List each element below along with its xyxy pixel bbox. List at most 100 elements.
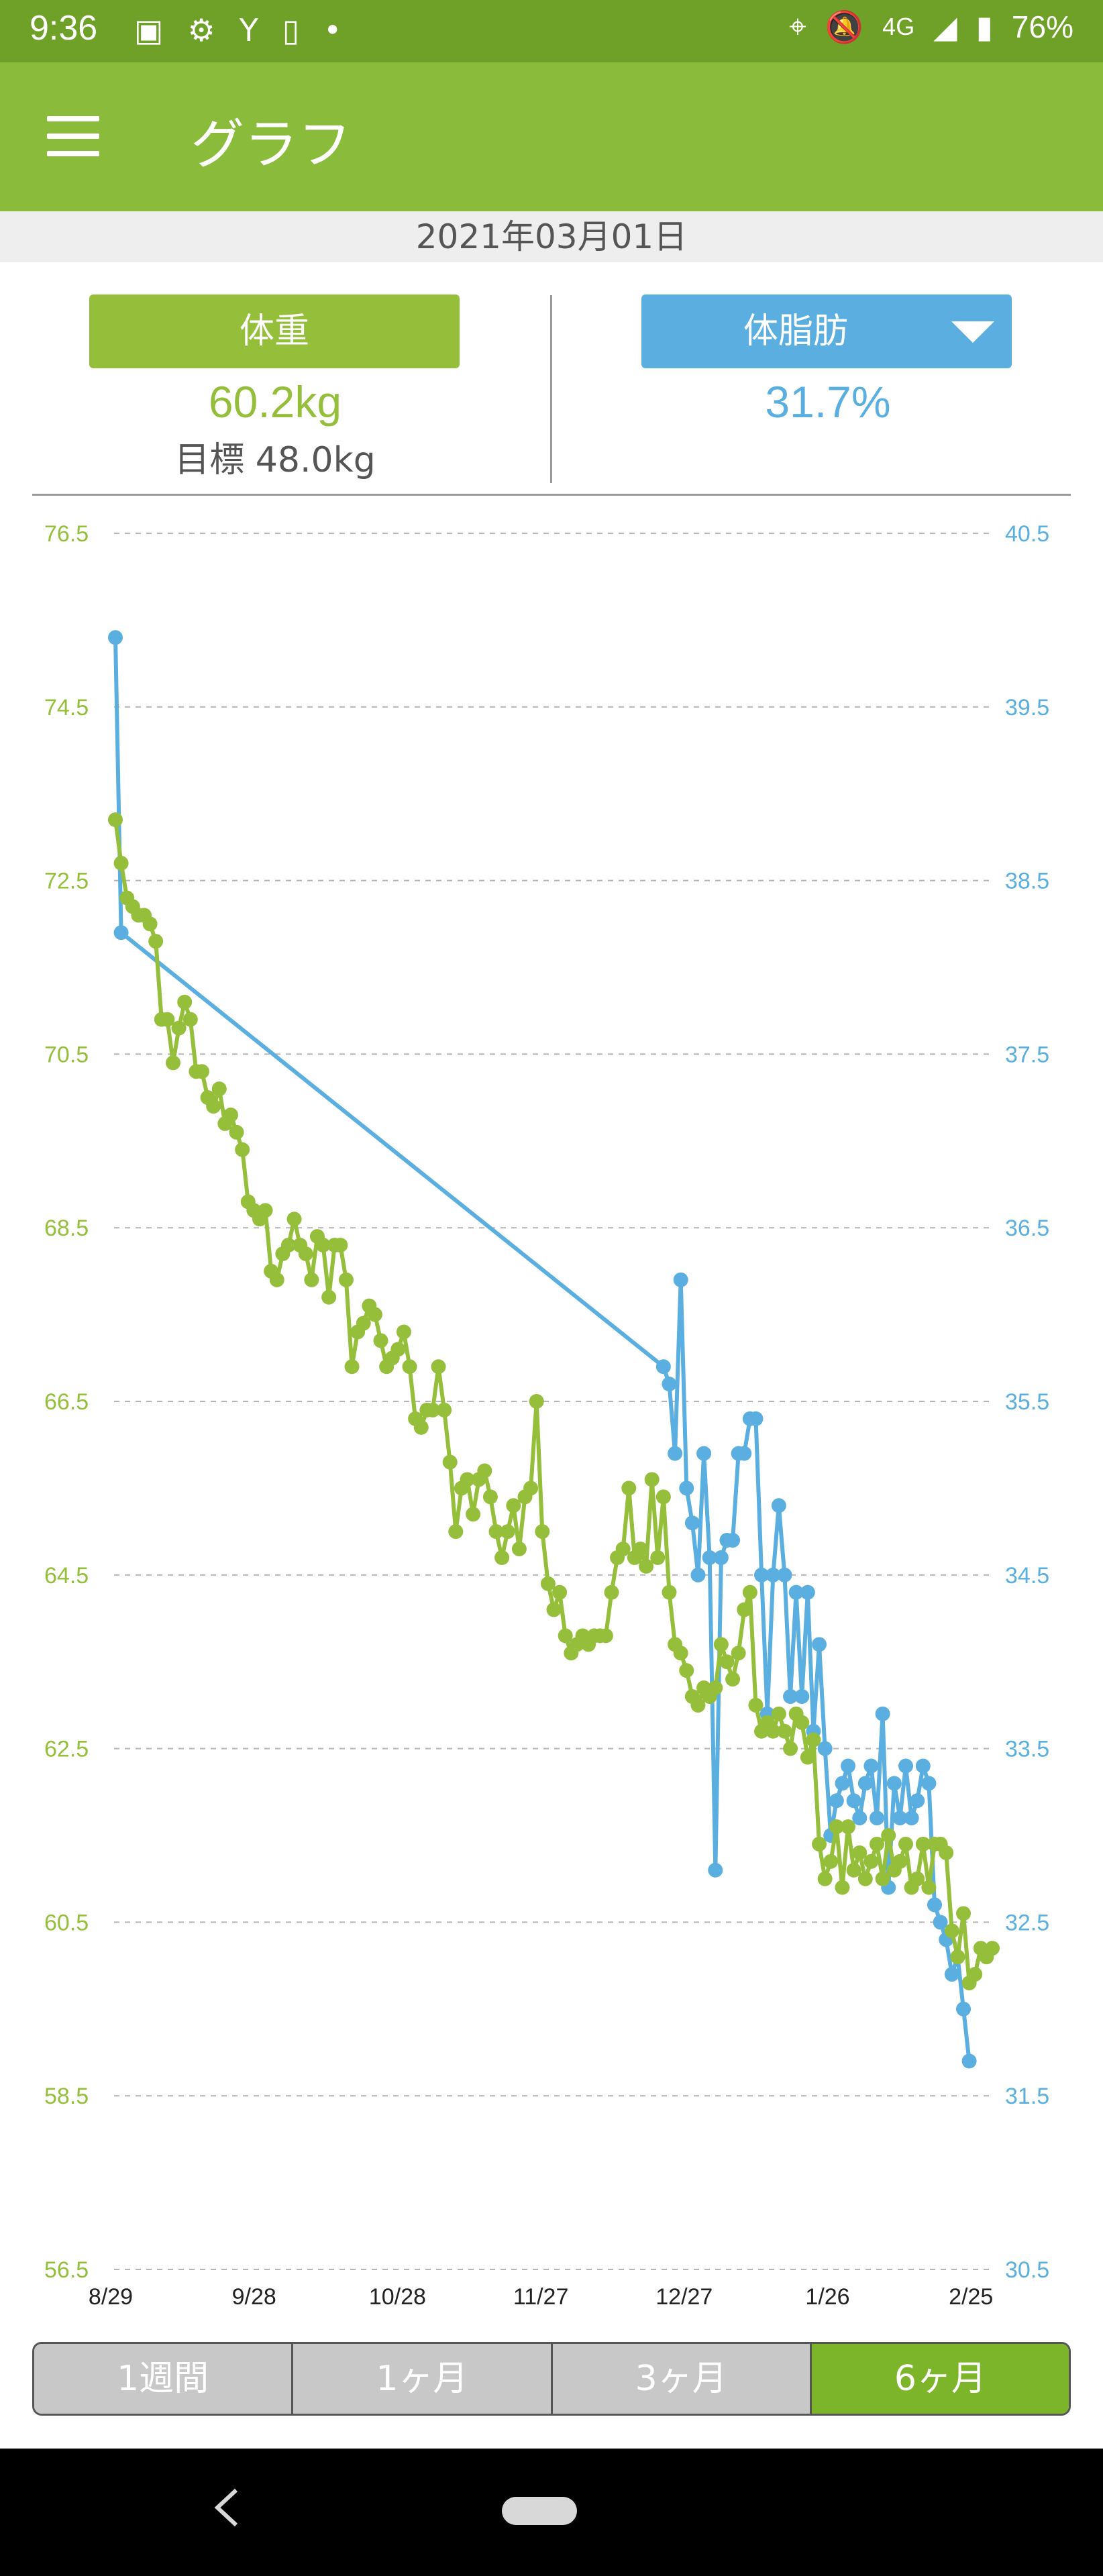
weight-button[interactable]: 体重	[89, 294, 460, 368]
bodyfat-point	[956, 2001, 971, 2017]
bodyfat-point	[690, 1567, 706, 1582]
weight-point	[771, 1706, 786, 1721]
settings-icon: ⚙	[187, 12, 215, 48]
bodyfat-point	[915, 1758, 931, 1774]
weight-point	[177, 994, 193, 1010]
bodyfat-point	[702, 1550, 717, 1565]
weight-point	[863, 1854, 879, 1869]
mute-icon: 🔕	[825, 9, 864, 44]
weight-point	[546, 1602, 562, 1617]
left-axis-tick-label: 66.5	[44, 1389, 89, 1415]
weight-point	[258, 1203, 273, 1218]
weight-point	[777, 1723, 792, 1739]
tab-3-months[interactable]: 3ヶ月	[552, 2344, 812, 2414]
weight-point	[482, 1489, 498, 1505]
home-icon[interactable]	[502, 2497, 577, 2525]
x-axis-tick-label: 2/25	[949, 2284, 993, 2310]
weight-point	[708, 1680, 723, 1696]
weight-point	[344, 1359, 360, 1375]
tab-1-month[interactable]: 1ヶ月	[293, 2344, 553, 2414]
image-icon: ▣	[134, 12, 164, 48]
weight-point	[315, 1238, 331, 1253]
back-icon[interactable]	[213, 2487, 240, 2528]
bodyfat-point	[662, 1377, 677, 1392]
weight-point	[367, 1307, 382, 1322]
right-axis-tick-label: 39.5	[1005, 695, 1049, 720]
weight-point	[269, 1272, 284, 1287]
bodyfat-dropdown[interactable]: 体脂肪	[641, 294, 1012, 368]
weight-point	[425, 1402, 440, 1417]
bodyfat-point	[898, 1758, 914, 1774]
weight-point	[402, 1359, 417, 1375]
weight-point	[794, 1715, 810, 1730]
page-title: グラフ	[191, 113, 352, 176]
battery-icon: ▮	[976, 9, 993, 44]
bodyfat-point	[113, 925, 129, 941]
bodyfat-point	[875, 1706, 890, 1721]
bodyfat-point	[921, 1776, 937, 1791]
weight-point	[823, 1854, 839, 1869]
weight-point	[944, 1923, 959, 1939]
menu-icon[interactable]	[47, 116, 99, 156]
weight-point	[967, 1967, 983, 1982]
weight-point	[333, 1238, 348, 1253]
weight-bodyfat-chart: 76.5 40.5 74.5 39.5 72.5 38.5 70.5 37.5 68.5 36.5…	[44, 521, 1049, 2310]
weight-point	[506, 1498, 521, 1513]
weight-point	[812, 1836, 827, 1851]
bodyfat-point	[708, 1862, 723, 1878]
weight-point	[413, 1419, 429, 1435]
weight-point	[875, 1871, 890, 1886]
bodyfat-point	[904, 1811, 919, 1826]
weight-point	[466, 1507, 481, 1522]
bodyfat-point	[108, 630, 123, 645]
bodyfat-point	[696, 1446, 712, 1461]
weight-point	[939, 1845, 954, 1860]
weight-point	[488, 1524, 504, 1540]
weight-point	[910, 1871, 925, 1886]
weight-point	[817, 1871, 833, 1886]
bodyfat-point	[835, 1776, 850, 1791]
weight-point	[535, 1524, 550, 1540]
right-axis-tick-label: 36.5	[1005, 1216, 1049, 1241]
weight-point	[921, 1880, 937, 1895]
weight-point	[679, 1663, 694, 1678]
tab-1-week[interactable]: 1週間	[34, 2344, 294, 2414]
weight-point	[338, 1272, 354, 1287]
bodyfat-point	[737, 1446, 752, 1461]
weight-point	[165, 1055, 180, 1071]
bodyfat-point	[886, 1776, 902, 1791]
weight-point	[985, 1941, 1000, 1956]
bodyfat-point	[863, 1758, 879, 1774]
x-axis-tick-label: 11/27	[513, 2284, 569, 2310]
weight-point	[206, 1099, 221, 1114]
right-axis-tick-label: 38.5	[1005, 869, 1049, 894]
status-bar: 9:36 ▣ ⚙ Y ▯ • ⌖ 🔕 4G ◢ ▮ 76%	[0, 0, 1103, 62]
left-axis-tick-label: 60.5	[44, 1910, 89, 1935]
location-icon: ⌖	[788, 9, 806, 44]
weight-point	[171, 1020, 187, 1036]
x-axis-tick-label: 12/27	[655, 2284, 713, 2310]
dot-icon: •	[323, 12, 342, 48]
bodyfat-point	[725, 1533, 741, 1548]
bodyfat-point	[933, 1915, 948, 1930]
weight-point	[142, 916, 158, 932]
weight-point	[725, 1672, 741, 1687]
weight-point	[915, 1836, 931, 1851]
weight-point	[748, 1697, 764, 1713]
weight-point	[437, 1402, 452, 1417]
panel-divider	[550, 295, 552, 483]
weight-point	[881, 1828, 896, 1843]
tab-6-months[interactable]: 6ヶ月	[811, 2344, 1069, 2414]
weight-point	[655, 1489, 671, 1505]
weight-point	[800, 1750, 815, 1765]
bodyfat-point	[673, 1272, 688, 1287]
bodyfat-point	[927, 1897, 943, 1913]
bodyfat-series-line	[113, 637, 971, 2061]
weight-point	[713, 1637, 729, 1652]
weight-point	[639, 1558, 654, 1574]
bodyfat-point	[788, 1585, 804, 1600]
weight-point	[523, 1481, 539, 1496]
weight-point	[442, 1454, 458, 1470]
yahoo-icon: Y	[239, 12, 258, 48]
bodyfat-point	[777, 1567, 792, 1582]
